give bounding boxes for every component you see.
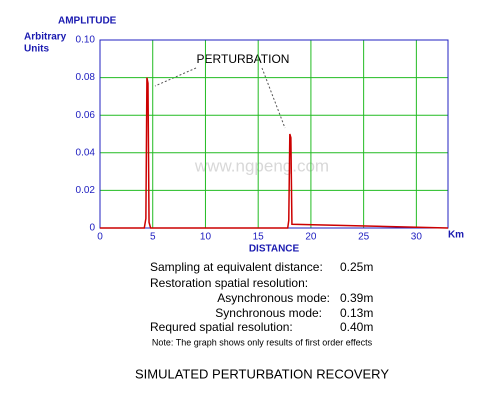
x-tick-label: 20 <box>305 232 317 243</box>
y-tick-label: 0.06 <box>76 110 96 121</box>
note-value: 0.39m <box>340 291 373 305</box>
note-label: Asynchronous mode: <box>217 291 330 305</box>
y-tick-label: 0.04 <box>76 147 96 158</box>
footnote: Note: The graph shows only results of fi… <box>152 337 373 347</box>
watermark: www.ngpeng.com <box>194 156 329 175</box>
x-tick-label: 10 <box>200 232 212 243</box>
y-unit: Units <box>24 44 49 55</box>
note-label: Requred spatial resolution: <box>150 320 293 334</box>
plot-frame <box>99 39 449 229</box>
x-tick-label: 0 <box>97 232 103 243</box>
data-line <box>100 77 449 229</box>
x-unit: Km <box>448 230 464 241</box>
title: SIMULATED PERTURBATION RECOVERY <box>135 366 389 381</box>
annotation-arrow <box>261 67 286 129</box>
note-label: Synchronous mode: <box>215 306 322 320</box>
note-value: 0.40m <box>340 320 373 334</box>
x-tick-label: 5 <box>150 232 156 243</box>
y-tick-label: 0 <box>89 223 95 234</box>
y-axis-label: AMPLITUDE <box>58 16 117 27</box>
annotation: PERTURBATION <box>197 52 290 66</box>
x-axis-label: DISTANCE <box>249 244 300 255</box>
annotation-arrow <box>154 67 197 87</box>
x-tick-label: 15 <box>253 232 265 243</box>
note-label: Restoration spatial resolution: <box>150 276 308 290</box>
x-tick-label: 30 <box>411 232 423 243</box>
x-tick-label: 25 <box>358 232 370 243</box>
note-value: 0.13m <box>340 306 373 320</box>
y-tick-label: 0.08 <box>76 72 96 83</box>
y-unit: Arbitrary <box>24 32 67 43</box>
y-tick-label: 0.02 <box>76 185 96 196</box>
y-tick-label: 0.10 <box>76 35 96 46</box>
note-label: Sampling at equivalent distance: <box>150 260 323 274</box>
note-value: 0.25m <box>340 260 373 274</box>
